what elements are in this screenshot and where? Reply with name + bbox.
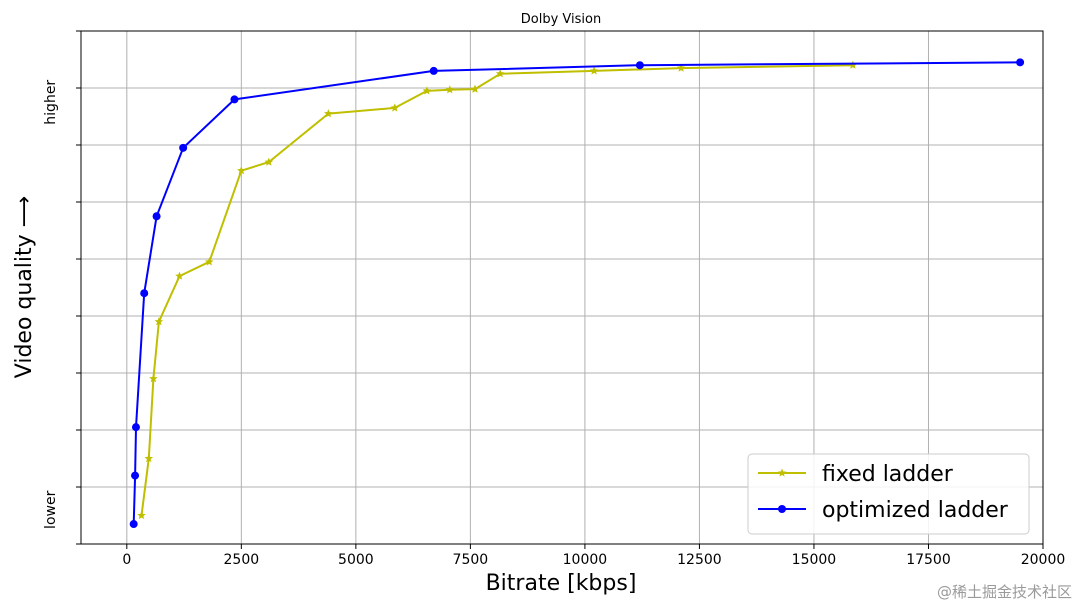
- x-tick-label: 15000: [792, 552, 837, 568]
- legend-label: optimized ladder: [822, 498, 1009, 523]
- data-point-circle: [140, 289, 149, 298]
- plot-frame: [80, 30, 1044, 545]
- data-point-star: [676, 63, 686, 72]
- series-optimized-ladder: [129, 58, 1025, 529]
- data-point-circle: [230, 95, 239, 104]
- data-point-star: [495, 69, 505, 78]
- y-tick-label: higher: [43, 80, 59, 125]
- legend-box: [747, 453, 1030, 535]
- data-point-circle: [179, 143, 188, 152]
- data-point-star: [205, 257, 214, 266]
- data-point-star: [175, 271, 184, 280]
- data-point-circle: [131, 423, 140, 432]
- data-point-star: [848, 60, 858, 69]
- watermark-text: @稀土掘金技术社区: [936, 583, 1072, 601]
- data-point-star: [154, 317, 164, 326]
- data-point-star: [144, 454, 154, 463]
- data-point-star: [777, 468, 787, 477]
- data-point-star: [470, 84, 480, 93]
- data-point-star: [589, 66, 599, 75]
- legend: fixed ladder optimized ladder: [747, 453, 1030, 535]
- data-point-circle: [129, 520, 138, 529]
- x-axis-title: Bitrate [kbps]: [486, 571, 637, 596]
- x-tick-label: 2500: [224, 552, 260, 568]
- data-point-star: [390, 103, 400, 112]
- data-point-star: [264, 157, 274, 166]
- x-tick-label: 20000: [1021, 552, 1066, 568]
- data-point-star: [445, 85, 454, 94]
- data-point-star: [137, 511, 146, 520]
- x-tick-label: 5000: [338, 552, 374, 568]
- x-tick-label: 17500: [906, 552, 951, 568]
- x-tick-label: 7500: [453, 552, 489, 568]
- x-tick-label: 0: [122, 552, 131, 568]
- data-point-circle: [1016, 58, 1025, 67]
- series-line: [132, 61, 1021, 525]
- data-point-star: [237, 166, 246, 175]
- series-fixed-ladder: [137, 60, 858, 520]
- x-tick-label: 10000: [563, 552, 608, 568]
- data-point-circle: [131, 471, 140, 480]
- data-point-circle: [635, 61, 644, 70]
- legend-label: fixed ladder: [822, 462, 954, 487]
- axis-ticks: 0 2500 5000 7500 10000 12500 15000 17500 20000 lo…: [43, 30, 1066, 568]
- data-point-circle: [778, 505, 786, 513]
- x-tick-label: 12500: [677, 552, 722, 568]
- data-point-circle: [152, 212, 161, 221]
- series-lines: [129, 58, 1025, 529]
- data-point-star: [149, 374, 158, 383]
- data-point-circle: [429, 66, 438, 75]
- data-point-star: [422, 86, 432, 95]
- chart-title: Dolby Vision: [521, 12, 601, 27]
- y-tick-label: lower: [43, 490, 59, 529]
- y-axis-title: Video quality ⟶: [12, 196, 37, 378]
- data-point-star: [324, 109, 333, 118]
